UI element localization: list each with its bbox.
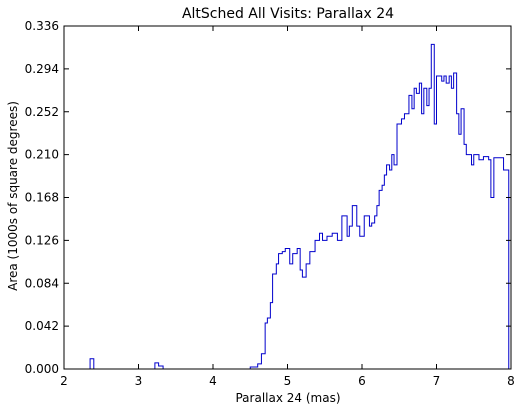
chart-title: AltSched All Visits: Parallax 24 — [182, 6, 394, 22]
y-tick-label: 0.084 — [25, 276, 59, 290]
y-tick-label: 0.210 — [25, 148, 59, 162]
x-tick-label: 8 — [507, 374, 515, 388]
x-tick-label: 7 — [433, 374, 441, 388]
data-layer — [64, 43, 510, 370]
x-axis-ticks: 2 3 4 5 6 7 8 — [60, 26, 515, 388]
y-tick-label: 0.000 — [25, 362, 59, 376]
y-tick-label: 0.126 — [25, 233, 59, 247]
x-tick-label: 5 — [284, 374, 292, 388]
series-line-0 — [64, 43, 510, 370]
x-tick-label: 4 — [209, 374, 217, 388]
x-axis-label: Parallax 24 (mas) — [235, 391, 340, 405]
y-tick-label: 0.168 — [25, 191, 59, 205]
y-tick-label: 0.042 — [25, 319, 59, 333]
y-axis-label: Area (1000s of square degrees) — [6, 101, 20, 291]
y-tick-label: 0.294 — [25, 62, 59, 76]
x-tick-label: 2 — [60, 374, 68, 388]
x-tick-label: 6 — [358, 374, 366, 388]
y-tick-label: 0.252 — [25, 105, 59, 119]
x-tick-label: 3 — [135, 374, 143, 388]
y-axis-ticks: 0.000 0.042 0.084 0.126 0.168 0.210 0.252 0.294… — [25, 19, 511, 376]
y-tick-label: 0.336 — [25, 19, 59, 33]
